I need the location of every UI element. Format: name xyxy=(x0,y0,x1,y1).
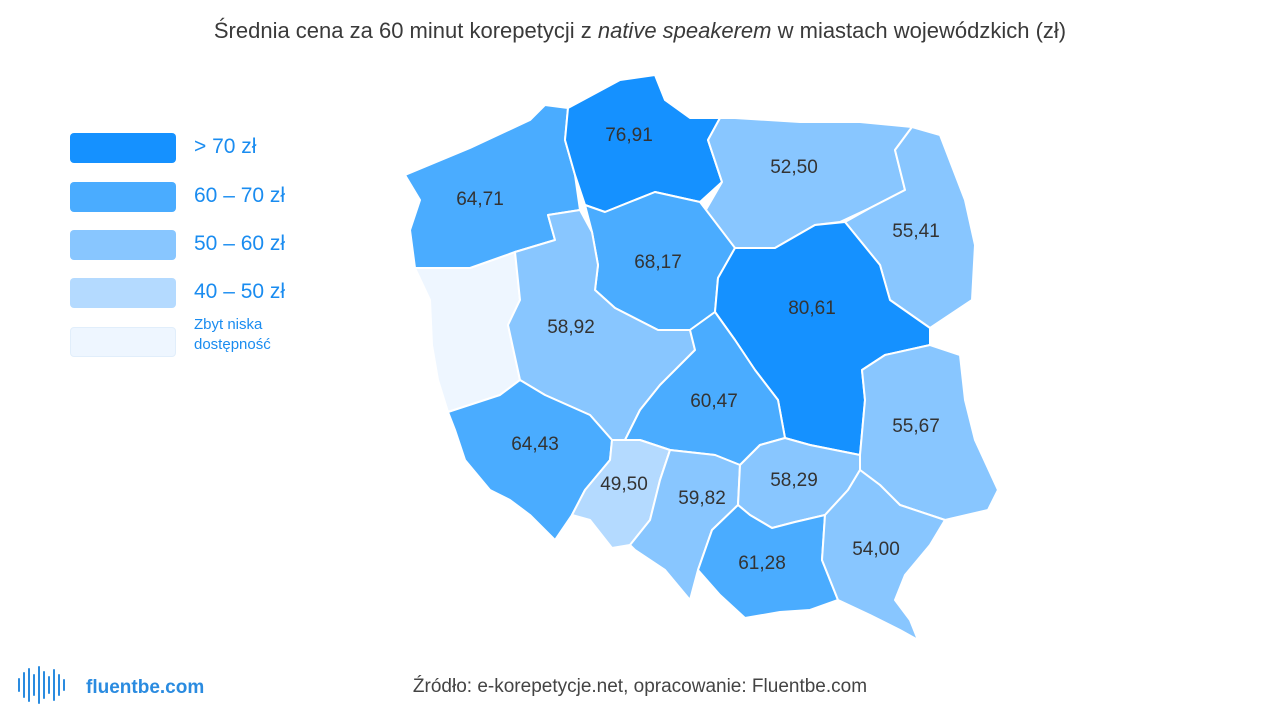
legend-label: 60 – 70 zł xyxy=(194,184,286,207)
title-part-italic: native speakerem xyxy=(597,18,772,43)
label-podkarpackie: 54,00 xyxy=(852,539,900,560)
label-zachodniopomorskie: 64,71 xyxy=(456,189,504,210)
legend-swatch xyxy=(70,278,176,308)
legend-swatch xyxy=(70,230,176,260)
region-lubuskie xyxy=(414,251,521,413)
map-title: Średnia cena za 60 minut korepetycji z n… xyxy=(0,18,1280,44)
title-part-1: Średnia cena za 60 minut korepetycji z xyxy=(213,18,598,43)
source-note: Źródło: e-korepetycje.net, opracowanie: … xyxy=(412,676,868,697)
soundwave-icon xyxy=(18,666,65,704)
legend-swatch xyxy=(70,327,176,357)
label-kujawsko-pomorskie: 68,17 xyxy=(634,252,682,273)
legend-label: 40 – 50 zł xyxy=(194,280,286,303)
region-podkarpackie xyxy=(821,469,946,641)
label-malopolskie: 61,28 xyxy=(738,553,786,574)
label-lodzkie: 60,47 xyxy=(690,391,738,412)
legend-label: 50 – 60 zł xyxy=(194,232,286,255)
label-dolnoslaskie: 64,43 xyxy=(511,434,559,455)
title-part-2: w miastach wojewódzkich (zł) xyxy=(771,18,1067,43)
legend-label: > 70 zł xyxy=(194,135,257,158)
label-podlaskie: 55,41 xyxy=(892,221,940,242)
label-warminsko-mazurskie: 52,50 xyxy=(770,157,818,178)
region-malopolskie xyxy=(697,504,839,619)
label-swietokrzyskie: 58,29 xyxy=(770,470,818,491)
legend-swatch xyxy=(70,133,176,163)
legend-label: Zbyt niska dostępność xyxy=(194,316,271,353)
logo-text: fluentbe.com xyxy=(86,677,205,698)
label-mazowieckie: 80,61 xyxy=(788,298,836,319)
label-wielkopolskie: 58,92 xyxy=(547,317,595,338)
label-lubelskie: 55,67 xyxy=(892,416,940,437)
label-pomorskie: 76,91 xyxy=(605,125,653,146)
legend-swatch xyxy=(70,182,176,212)
label-opolskie: 49,50 xyxy=(600,474,648,495)
label-slaskie: 59,82 xyxy=(678,488,726,509)
